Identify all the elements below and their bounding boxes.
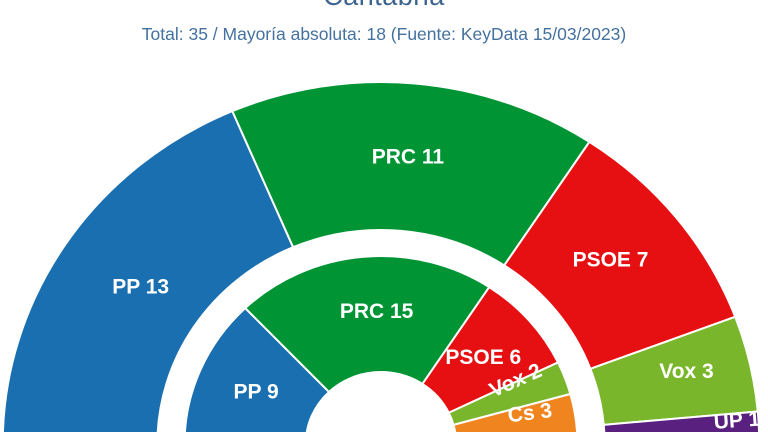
label-outer-prc: PRC 11 [372, 146, 445, 169]
label-inner-psoe: PSOE 6 [445, 346, 521, 369]
label-outer-psoe: PSOE 7 [573, 249, 649, 272]
label-inner-pp: PP 9 [234, 380, 279, 403]
segment-inner-pp [183, 307, 330, 432]
chart-title: Cantabria [0, 0, 768, 10]
segment-outer-pp [1, 110, 295, 432]
segment-inner-cs [452, 392, 579, 432]
segment-inner-prc [244, 254, 491, 393]
label-inner-cs: Cs 3 [506, 399, 553, 427]
label-outer-up: UP 1 [713, 408, 761, 432]
label-inner-prc: PRC 15 [340, 300, 414, 323]
chart-subtitle: Total: 35 / Mayoría absoluta: 18 (Fuente… [141, 24, 627, 44]
label-outer-vox: Vox 3 [659, 360, 713, 383]
segment-outer-prc [231, 81, 591, 267]
label-outer-pp: PP 13 [112, 275, 169, 298]
segment-outer-up [602, 410, 761, 432]
